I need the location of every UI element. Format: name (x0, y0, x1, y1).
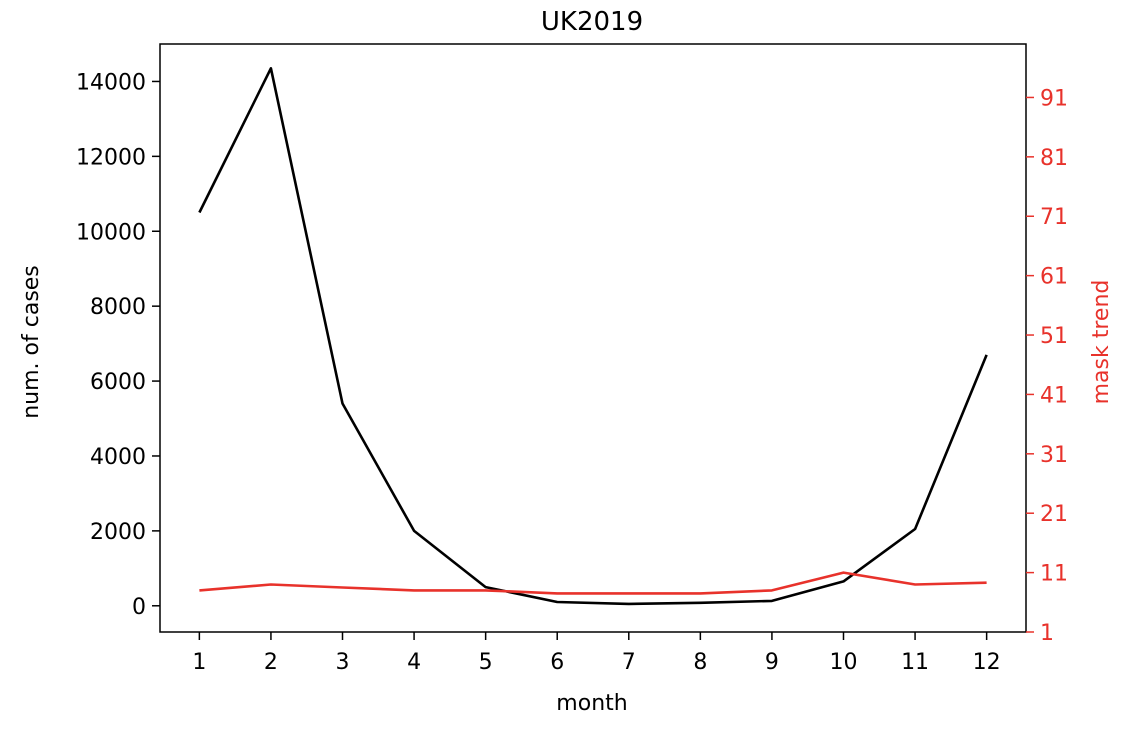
x-tick-label: 9 (765, 650, 779, 675)
y2-tick-label: 61 (1040, 265, 1068, 290)
y-tick-label: 10000 (76, 220, 146, 245)
y2-tick-label: 31 (1040, 443, 1068, 468)
plot-area: 1 2 3 4 5 6 7 8 9 10 11 120200040006000800010000120… (76, 43, 1068, 675)
y2-tick-label: 41 (1040, 383, 1068, 408)
y-tick-label: 2000 (90, 520, 146, 545)
x-tick-label: 3 (336, 650, 350, 675)
chart-title: UK2019 (541, 7, 643, 37)
cases-line (198, 67, 988, 606)
y2-tick-label: 91 (1040, 86, 1068, 111)
y2-tick-label: 11 (1040, 562, 1068, 587)
x-tick-label: 11 (901, 650, 929, 675)
x-axis-title: month (556, 691, 627, 716)
y-tick-label: 0 (132, 595, 146, 620)
x-tick-label: 12 (973, 650, 1001, 675)
y2-tick-label: 71 (1040, 205, 1068, 230)
y-tick-label: 14000 (76, 70, 146, 95)
x-tick-label: 2 (264, 650, 278, 675)
y-tick-label: 8000 (90, 295, 146, 320)
x-tick-label: 10 (829, 650, 857, 675)
y2-tick-label: 81 (1040, 146, 1068, 171)
plot-frame (159, 43, 1027, 633)
y-tick-label: 12000 (76, 145, 146, 170)
y-axis-title: num. of cases (19, 265, 44, 419)
x-tick-label: 8 (693, 650, 707, 675)
y2-axis-title: mask trend (1089, 280, 1114, 405)
y-tick-label: 6000 (90, 370, 146, 395)
y2-tick-label: 51 (1040, 324, 1068, 349)
x-tick-label: 6 (550, 650, 564, 675)
mask-trend-line (199, 571, 987, 595)
x-tick-label: 1 (192, 650, 206, 675)
y-tick-label: 4000 (90, 445, 146, 470)
x-tick-label: 4 (407, 650, 421, 675)
x-tick-label: 7 (622, 650, 636, 675)
x-tick-label: 5 (479, 650, 493, 675)
y2-tick-label: 1 (1040, 621, 1054, 646)
y2-tick-label: 21 (1040, 502, 1068, 527)
